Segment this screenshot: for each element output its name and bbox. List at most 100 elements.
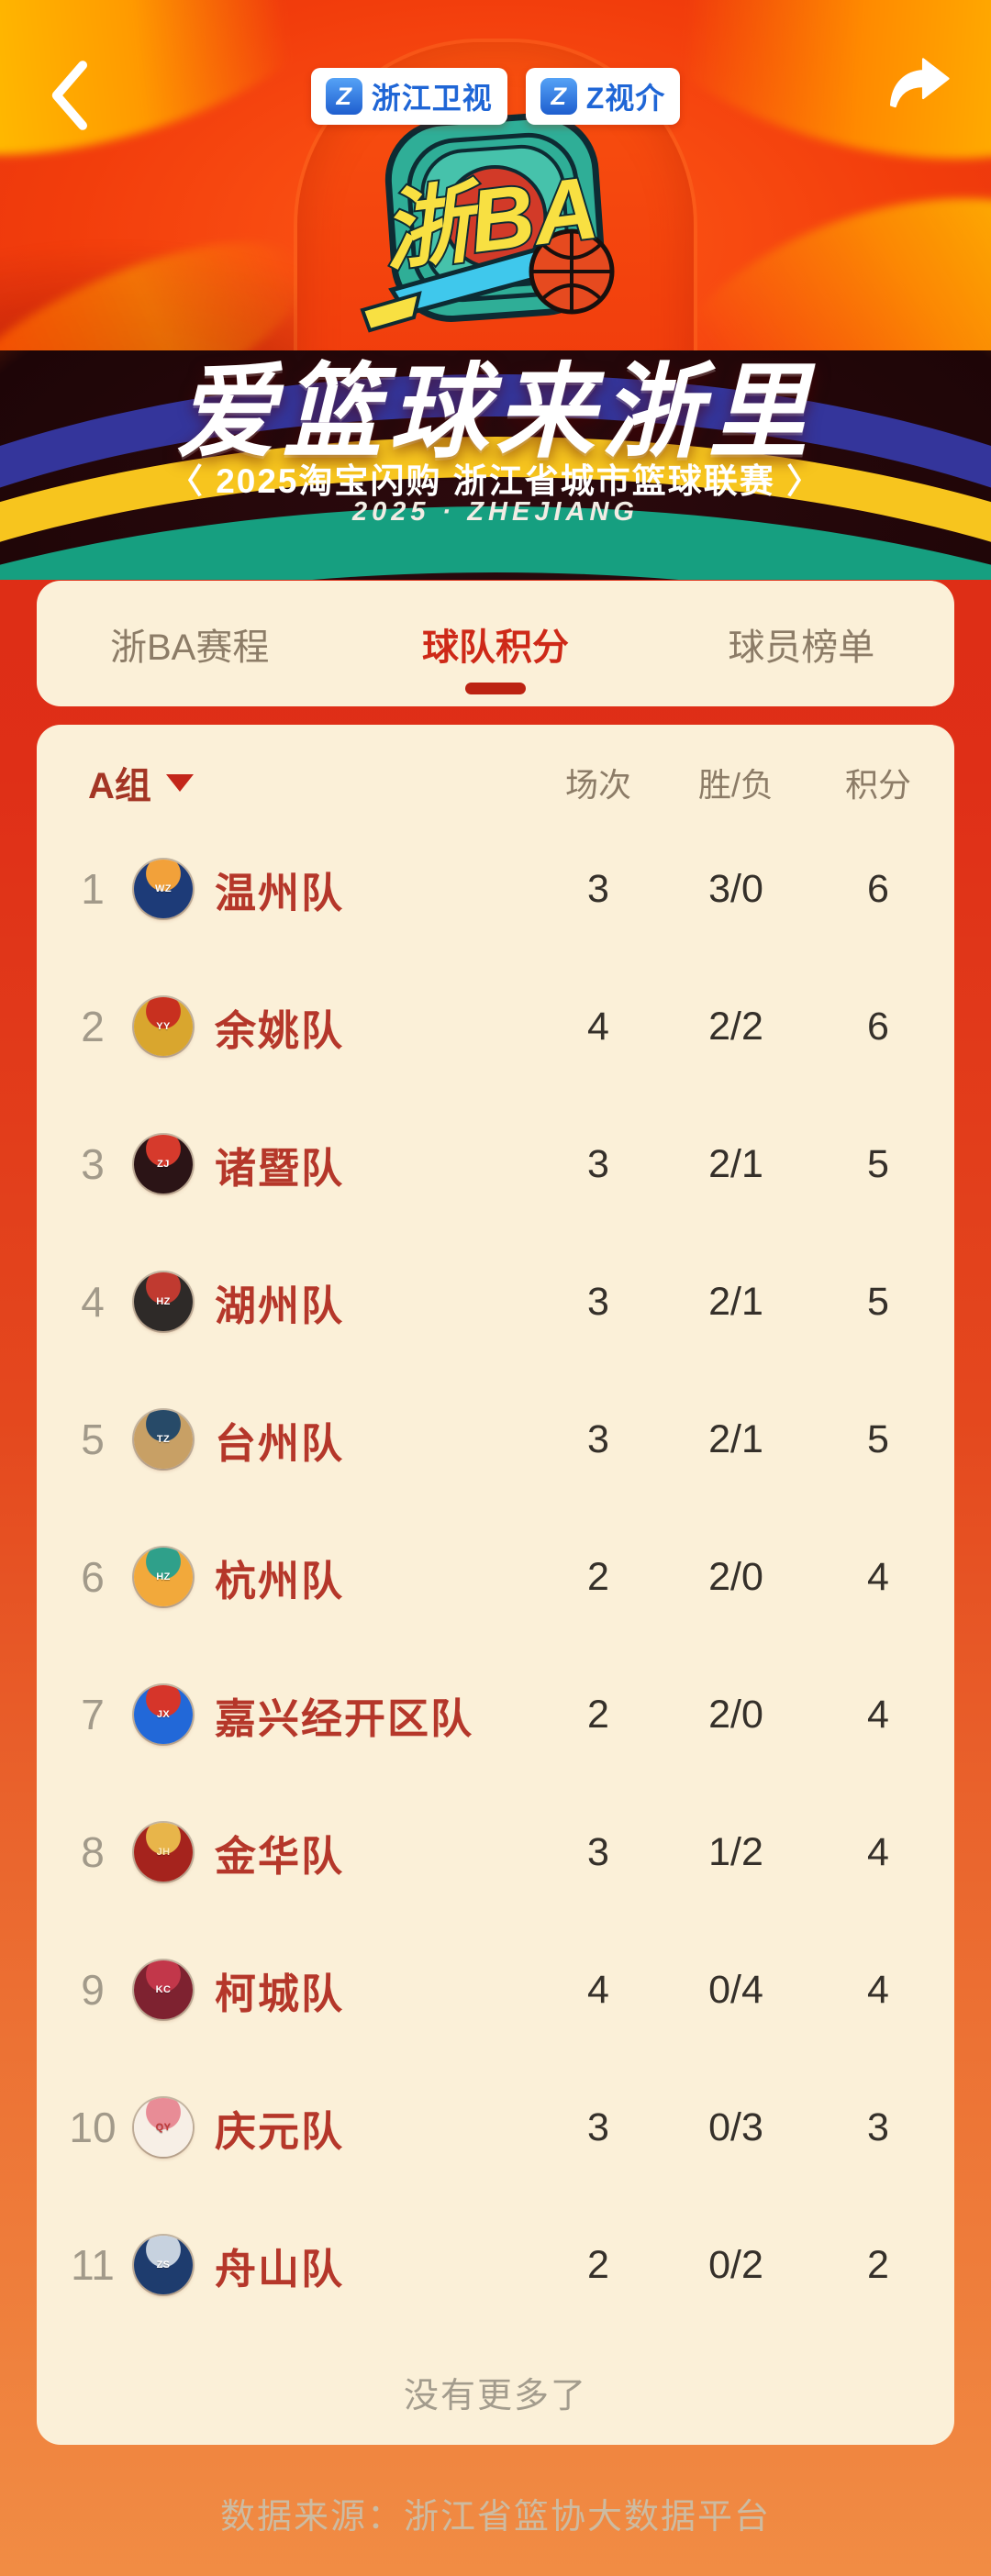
rank-number: 11: [71, 2241, 115, 2289]
table-row[interactable]: 4 HZ 湖州队 3 2/1 5: [37, 1233, 954, 1371]
team-logo: ZS: [134, 2236, 193, 2294]
team-name: 诸暨队: [215, 1144, 345, 1192]
points-value: 5: [867, 1279, 889, 1324]
games-played-value: 3: [587, 1141, 609, 1186]
points-value: 4: [867, 1967, 889, 2012]
team-logo-label: WZ: [155, 883, 172, 894]
team-name: 余姚队: [215, 1006, 345, 1054]
points-value: 3: [867, 2104, 889, 2149]
column-header-points: 积分: [844, 766, 911, 804]
share-arrow-icon: [889, 58, 950, 108]
team-logo: JX: [134, 1685, 193, 1744]
table-row[interactable]: 8 JH 金华队 3 1/2 4: [37, 1783, 954, 1921]
table-row[interactable]: 11 ZS 舟山队 2 0/2 2: [37, 2196, 954, 2334]
table-row[interactable]: 2 YY 余姚队 4 2/2 6: [37, 958, 954, 1095]
points-value: 6: [867, 866, 889, 911]
data-source-note: 数据来源：浙江省篮协大数据平台: [219, 2498, 771, 2537]
rank-number: 9: [81, 1966, 105, 2014]
table-row[interactable]: 7 JX 嘉兴经开区队 2 2/0 4: [37, 1646, 954, 1783]
table-row[interactable]: 9 KC 柯城队 4 0/4 4: [37, 1921, 954, 2059]
table-header-row: A组 场次 胜/负 积分: [37, 745, 954, 820]
team-name: 温州队: [215, 869, 345, 916]
points-value: 5: [867, 1416, 889, 1461]
team-logo-label: KC: [155, 1984, 172, 1995]
games-played-value: 3: [587, 2104, 609, 2149]
table-row[interactable]: 5 TZ 台州队 3 2/1 5: [37, 1371, 954, 1508]
team-name: 台州队: [215, 1419, 345, 1467]
win-loss-value: 2/2: [708, 1004, 763, 1049]
win-loss-value: 2/1: [708, 1141, 763, 1186]
chevron-down-icon: [165, 773, 194, 792]
badge-z-shijie: Z Z视介: [525, 68, 681, 125]
team-logo-label: JH: [156, 1847, 171, 1858]
games-played-value: 3: [587, 1416, 609, 1461]
win-loss-value: 1/2: [708, 1829, 763, 1874]
share-button[interactable]: [883, 53, 952, 114]
win-loss-value: 0/3: [708, 2104, 763, 2149]
rank-number: 1: [81, 865, 105, 913]
column-header-games: 场次: [564, 766, 631, 804]
table-row[interactable]: 1 WZ 温州队 3 3/0 6: [37, 820, 954, 958]
win-loss-value: 0/4: [708, 1967, 763, 2012]
tab-team-standings[interactable]: 球队积分: [342, 581, 648, 706]
table-row[interactable]: 6 HZ 杭州队 2 2/0 4: [37, 1508, 954, 1646]
points-value: 5: [867, 1141, 889, 1186]
tab-player-rankings[interactable]: 球员榜单: [728, 627, 875, 668]
rank-number: 3: [81, 1140, 105, 1188]
team-name: 金华队: [215, 1832, 345, 1880]
team-logo-label: QY: [155, 2122, 172, 2133]
games-played-value: 2: [587, 2242, 609, 2287]
points-value: 2: [867, 2242, 889, 2287]
poster-arcs-decoration: [0, 350, 991, 580]
table-row[interactable]: 3 ZJ 诸暨队 3 2/1 5: [37, 1095, 954, 1233]
standings-rows: 1 WZ 温州队 3 3/0 6 2 YY 余姚队 4 2/2 6 3 ZJ 诸…: [37, 820, 954, 2334]
games-played-value: 4: [587, 1004, 609, 1049]
points-value: 6: [867, 1004, 889, 1049]
team-logo-label: TZ: [156, 1434, 171, 1445]
league-subtitle: 〈 2025淘宝闪购 浙江省城市篮球联赛 〉: [168, 462, 823, 500]
rank-number: 4: [81, 1278, 105, 1326]
table-row[interactable]: 10 QY 庆元队 3 0/3 3: [37, 2059, 954, 2196]
team-name: 柯城队: [215, 1970, 345, 2017]
back-button[interactable]: [48, 59, 90, 132]
rank-number: 10: [69, 2104, 117, 2151]
win-loss-value: 2/0: [708, 1554, 763, 1599]
team-name: 嘉兴经开区队: [215, 1694, 474, 1742]
team-logo-label: ZS: [156, 2260, 171, 2271]
zhejiang-tv-icon: Z: [325, 78, 362, 115]
badge-label: Z视介: [585, 82, 666, 115]
team-logo-label: YY: [156, 1021, 171, 1032]
team-logo-label: ZJ: [157, 1159, 170, 1170]
win-loss-value: 2/1: [708, 1279, 763, 1324]
points-value: 4: [867, 1692, 889, 1737]
end-of-list-text: 没有更多了: [403, 2377, 587, 2415]
team-logo-label: HZ: [156, 1296, 171, 1307]
team-logo: JH: [134, 1823, 193, 1882]
team-logo-label: HZ: [156, 1571, 171, 1582]
rank-number: 7: [81, 1691, 105, 1738]
team-logo: HZ: [134, 1548, 193, 1606]
basketball-icon: [529, 228, 615, 315]
team-name: 舟山队: [215, 2245, 345, 2293]
team-logo: HZ: [134, 1272, 193, 1331]
win-loss-value: 0/2: [708, 2242, 763, 2287]
team-logo: QY: [134, 2098, 193, 2157]
page-title: 爱篮球来浙里: [175, 353, 815, 470]
rank-number: 8: [81, 1828, 105, 1876]
back-chevron-icon: [51, 61, 87, 130]
team-logo: WZ: [134, 860, 193, 918]
games-played-value: 4: [587, 1967, 609, 2012]
badge-label: 浙江卫视: [371, 82, 493, 115]
points-value: 4: [867, 1554, 889, 1599]
games-played-value: 3: [587, 1279, 609, 1324]
team-logo: KC: [134, 1960, 193, 2019]
rank-number: 2: [81, 1003, 105, 1050]
tab-schedule[interactable]: 浙BA赛程: [109, 627, 270, 668]
header-poster: Z 浙江卫视 Z Z视介 浙BA 爱篮球来浙里 〈 2025淘宝闪购 浙江省城市: [0, 0, 991, 580]
games-played-value: 3: [587, 866, 609, 911]
tab-bar: 浙BA赛程 球队积分 球员榜单: [37, 581, 954, 706]
year-region-tagline: 2025 · ZHEJIANG: [352, 497, 639, 527]
group-dropdown[interactable]: A组: [88, 756, 534, 809]
rank-number: 6: [81, 1553, 105, 1601]
